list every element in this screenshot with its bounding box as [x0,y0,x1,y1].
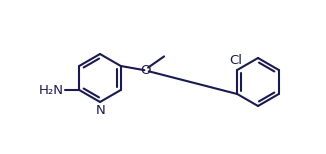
Text: H₂N: H₂N [39,83,64,97]
Text: Cl: Cl [230,54,243,67]
Text: N: N [96,104,106,117]
Text: O: O [140,64,151,77]
